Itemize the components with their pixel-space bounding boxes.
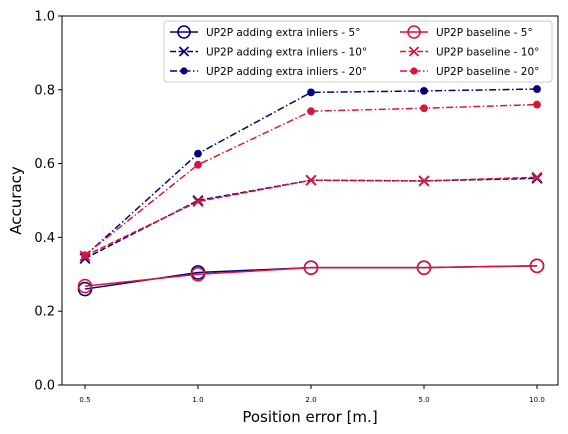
- series-layer: [77, 85, 545, 297]
- data-point: [533, 85, 541, 93]
- legend-marker: [177, 25, 191, 39]
- legend-entry: UP2P adding extra inliers - 10°: [170, 46, 367, 59]
- legend-entry: UP2P adding extra inliers - 5°: [170, 25, 360, 39]
- data-point: [416, 260, 432, 275]
- series-up2p-baseline-5: [77, 258, 545, 294]
- legend-box: [163, 20, 553, 83]
- legend-label: UP2P adding extra inliers - 10°: [206, 47, 367, 59]
- y-tick-label: 0.6: [34, 157, 55, 172]
- data-point: [420, 104, 428, 113]
- data-point: [303, 260, 319, 275]
- series-up2p-baseline-20: [81, 100, 541, 260]
- data-point: [305, 174, 317, 186]
- legend-label: UP2P baseline - 10°: [436, 47, 539, 59]
- x-tick-label: 1.0: [192, 396, 203, 404]
- data-point: [307, 88, 315, 97]
- data-point: [192, 196, 204, 208]
- data-point: [77, 278, 93, 294]
- data-point: [531, 171, 543, 183]
- legend-marker: [407, 25, 421, 39]
- data-point: [533, 100, 541, 109]
- legend-label: UP2P adding extra inliers - 20°: [206, 66, 367, 78]
- series-line: [84, 103, 538, 256]
- legend-label: UP2P adding extra inliers - 5°: [206, 27, 360, 39]
- x-axis-label: Position error [m.]: [242, 408, 377, 426]
- x-tick-label: 0.5: [79, 396, 90, 404]
- y-tick-label: 0.0: [34, 379, 55, 394]
- y-tick-label: 0.2: [34, 305, 55, 320]
- legend-marker: [408, 46, 420, 57]
- data-point: [81, 251, 89, 260]
- data-point: [529, 258, 545, 274]
- legend: UP2P adding extra inliers - 5° UP2P addin…: [163, 20, 553, 83]
- data-point: [194, 149, 202, 158]
- x-tick-label: 2.0: [305, 396, 316, 404]
- legend-entry: UP2P baseline - 5°: [400, 25, 533, 39]
- legend-entry: UP2P adding extra inliers - 20°: [170, 66, 367, 78]
- legend-marker: [178, 46, 190, 57]
- plot-frame: [61, 15, 559, 386]
- legend-label: UP2P baseline - 20°: [436, 66, 539, 78]
- data-point: [418, 175, 430, 187]
- x-tick-label: 5.0: [418, 396, 429, 404]
- legend-entry: UP2P baseline - 20°: [400, 66, 539, 78]
- data-point: [190, 266, 206, 282]
- y-axis-label: Accuracy: [7, 166, 25, 235]
- x-tick-label: 10.0: [529, 396, 545, 404]
- data-point: [420, 87, 428, 95]
- data-point: [194, 160, 202, 169]
- legend-marker: [410, 67, 418, 75]
- legend-marker: [180, 67, 188, 75]
- y-tick-label: 0.4: [34, 231, 55, 246]
- legend-label: UP2P baseline - 5°: [436, 27, 533, 39]
- y-tick-label: 1.0: [34, 10, 55, 25]
- data-point: [307, 107, 315, 116]
- series-line: [84, 265, 538, 287]
- legend-entry: UP2P baseline - 10°: [400, 46, 539, 59]
- y-tick-label: 0.8: [34, 83, 55, 98]
- axes-layer: 0.0 0.2 0.4 0.6 0.8 1.0 0.5 1.0 2.0 5.0 10.0: [34, 10, 544, 405]
